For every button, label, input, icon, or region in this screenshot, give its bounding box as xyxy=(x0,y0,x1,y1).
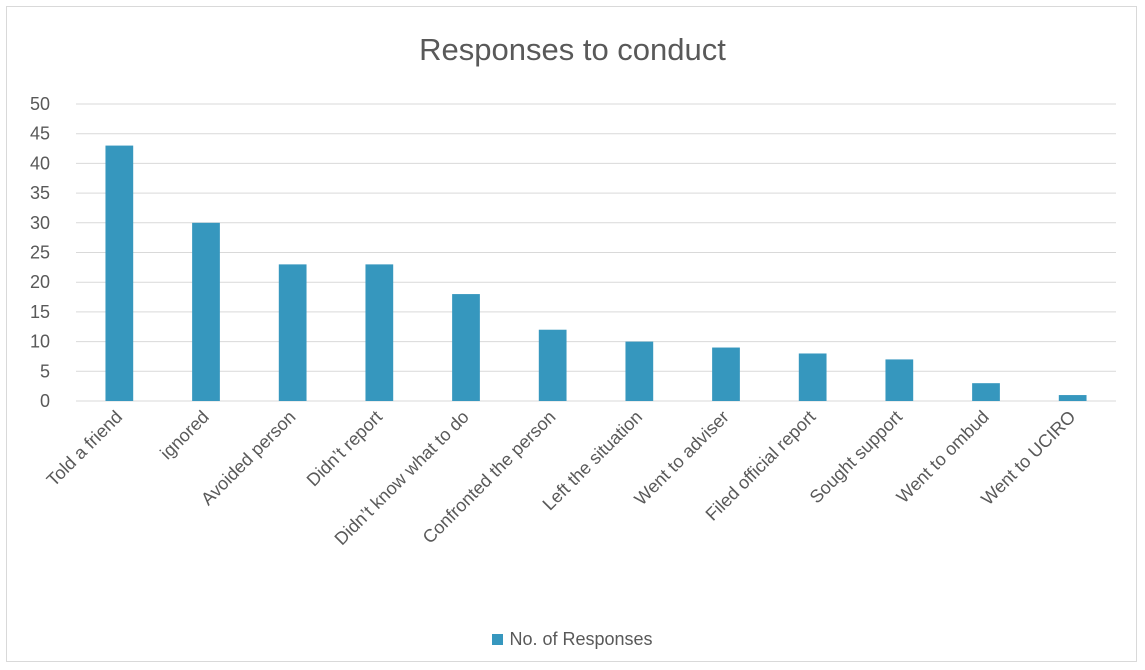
y-tick-label-35: 35 xyxy=(30,183,50,203)
x-tick-label-12: Went to UCIRO xyxy=(977,407,1079,509)
bar-11 xyxy=(972,383,1000,401)
bar-12 xyxy=(1058,395,1087,401)
bar-6 xyxy=(538,329,567,401)
y-tick-label-10: 10 xyxy=(30,332,50,352)
x-tick-label-4: Didn’t report xyxy=(303,407,386,490)
legend-label: No. of Responses xyxy=(509,628,653,649)
x-tick-label-3: Avoided person xyxy=(197,407,299,509)
y-tick-label-40: 40 xyxy=(30,153,50,173)
bar-4 xyxy=(365,264,394,401)
x-tick-label-1: Told a friend xyxy=(43,407,126,490)
bar-9 xyxy=(798,353,827,401)
y-tick-label-5: 5 xyxy=(40,361,50,381)
y-tick-label-15: 15 xyxy=(30,302,50,322)
bar-1 xyxy=(105,145,134,401)
y-tick-label-25: 25 xyxy=(30,243,50,263)
legend: No. of Responses xyxy=(0,626,1145,652)
bar-3 xyxy=(278,264,307,401)
bar-5 xyxy=(452,294,480,401)
bar-8 xyxy=(712,347,740,401)
legend-swatch xyxy=(492,633,504,645)
x-tick-label-2: ignored xyxy=(156,407,213,464)
y-tick-label-45: 45 xyxy=(30,124,50,144)
bar-10 xyxy=(885,359,914,401)
x-tick-label-10: Sought support xyxy=(806,407,906,507)
chart-title: Responses to conduct xyxy=(419,32,726,67)
y-tick-label-30: 30 xyxy=(30,213,50,233)
y-tick-label-0: 0 xyxy=(40,391,50,411)
y-tick-label-20: 20 xyxy=(30,272,50,292)
y-tick-label-50: 50 xyxy=(30,94,50,114)
bar-7 xyxy=(625,341,654,401)
bar-2 xyxy=(192,222,220,401)
x-tick-label-11: Went to ombud xyxy=(893,407,993,507)
